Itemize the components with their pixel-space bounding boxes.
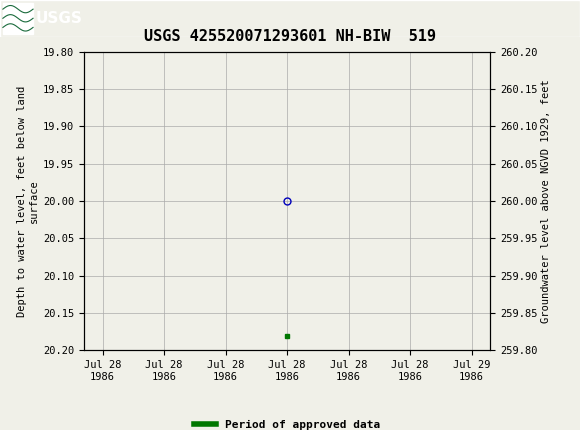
Legend: Period of approved data: Period of approved data: [190, 416, 385, 430]
Text: USGS: USGS: [36, 11, 83, 26]
Y-axis label: Depth to water level, feet below land
surface: Depth to water level, feet below land su…: [17, 86, 39, 316]
Y-axis label: Groundwater level above NGVD 1929, feet: Groundwater level above NGVD 1929, feet: [542, 79, 552, 323]
Bar: [3, 3, 33, 34]
Text: USGS 425520071293601 NH-BIW  519: USGS 425520071293601 NH-BIW 519: [144, 29, 436, 44]
